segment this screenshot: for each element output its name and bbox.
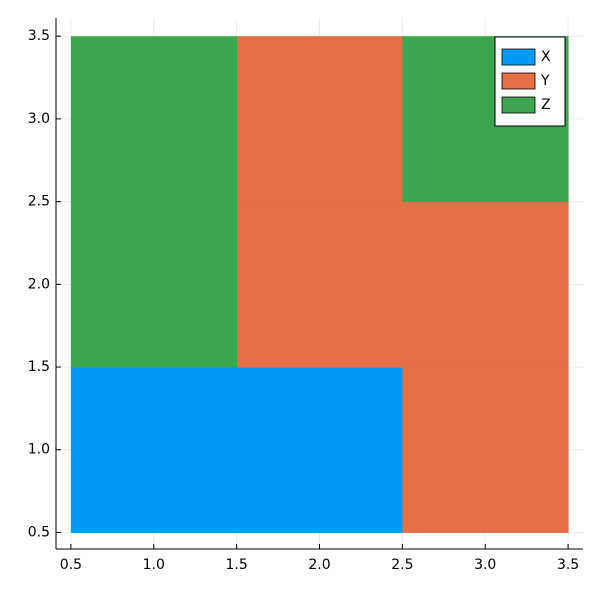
x-tick-label: 1.0 [143,557,165,573]
x-tick-label: 2.0 [308,557,330,573]
x-tick-label: 2.5 [391,557,413,573]
y-tick-label: 2.0 [28,276,50,292]
x-tick-label: 1.5 [226,557,248,573]
x-tick-label: 3.5 [557,557,579,573]
y-tick-label: 0.5 [28,524,50,540]
cell [70,367,238,533]
legend-label: Y [540,73,550,89]
y-tick-label: 2.5 [28,194,50,210]
cell [402,201,569,368]
legend-label: X [541,49,551,65]
y-tick-label: 1.5 [28,359,50,375]
cell [402,367,569,533]
cell [236,201,403,368]
y-tick-label: 3.0 [28,111,50,127]
y-tick-label: 3.5 [28,28,50,44]
cell [70,36,238,203]
cell [236,36,403,203]
legend-swatch [501,72,536,90]
x-tick-label: 0.5 [60,557,82,573]
cell [236,367,403,533]
y-tick-label: 1.0 [28,442,50,458]
legend-swatch [501,96,536,114]
legend-swatch [501,48,536,66]
x-tick-label: 3.0 [474,557,496,573]
cell [70,201,238,368]
legend-label: Z [541,97,551,113]
